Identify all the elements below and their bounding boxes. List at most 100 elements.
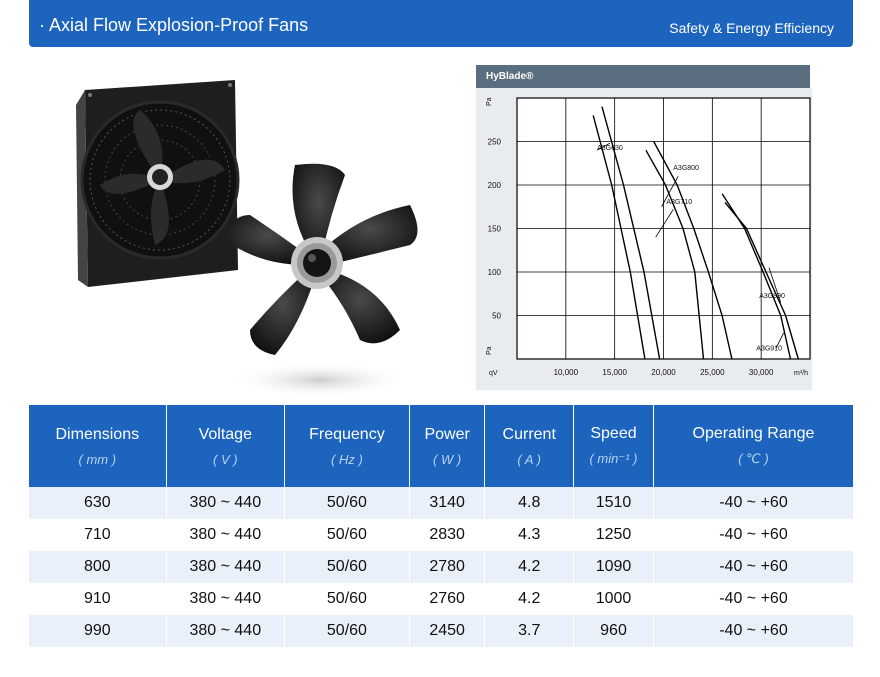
table-cell: 380 ~ 440 [165,615,285,647]
y-tick-label: 150 [488,225,502,234]
page-header: · Axial Flow Explosion-Proof Fans Safety… [29,0,853,47]
table-cell: -40 ~ +60 [652,583,853,615]
table-cell: -40 ~ +60 [652,519,853,551]
table-cell: 910 [29,583,167,615]
table-cell: -40 ~ +60 [652,487,853,519]
column-unit: ( min⁻¹ ) [589,451,638,466]
table-cell: 50/60 [283,551,410,583]
y-axis-label-top: Pa [486,97,493,106]
y-tick-label: 100 [488,268,502,277]
performance-chart: HyBlade® 10,000 15,000 20,000 25,000 30,000 5… [476,65,812,390]
series-line [592,115,646,360]
label-leader-line [655,209,674,238]
table-row: 910 380 ~ 440 50/60 2760 4.2 1000 -40 ~ +60 [29,583,853,615]
series-label: A3G990 [759,293,785,300]
label-leader-line [661,176,679,207]
column-header: Frequency ( Hz ) [283,405,410,487]
table-row: 800 380 ~ 440 50/60 2780 4.2 1090 -40 ~ +60 [29,551,853,583]
table-cell: -40 ~ +60 [652,615,853,647]
column-unit: ( Hz ) [331,451,363,467]
column-label: Speed [590,425,637,442]
table-cell: -40 ~ +60 [652,551,853,583]
series-line [601,106,661,360]
y-tick-label: 250 [488,138,502,147]
table-cell: 1250 [573,519,654,551]
column-unit: ( V ) [213,451,238,467]
column-label: Power [424,425,470,443]
chart-title: HyBlade® [486,71,534,82]
table-cell: 960 [573,615,654,647]
x-tick-label: 30,000 [749,368,774,377]
chart-plot: 10,000 15,000 20,000 25,000 30,000 50 100 150 20… [476,88,812,390]
x-tick-label: 20,000 [651,368,676,377]
series-label: A3G910 [756,345,782,352]
table-cell: 50/60 [283,519,410,551]
fan-impeller [225,163,418,355]
page-subtitle: Safety & Energy Efficiency [669,20,834,36]
series-line [645,149,705,360]
table-cell: 1000 [573,583,654,615]
y-axis-label: Pa [486,346,493,355]
table-cell: 2450 [408,615,485,647]
series-line [653,141,733,360]
column-header: Current ( A ) [484,405,574,487]
y-tick-label: 200 [488,181,502,190]
column-unit: ( W ) [433,451,462,467]
column-header: Operating Range ( ℃ ) [652,405,853,487]
label-leader-line [596,142,610,151]
table-cell: 50/60 [283,487,410,519]
table-cell: 1510 [573,487,654,519]
label-leader-line [775,332,784,349]
table-cell: 4.3 [484,519,574,551]
table-cell: 4.2 [484,551,574,583]
x-tick-label: 25,000 [700,368,725,377]
column-unit: ( mm ) [78,451,117,467]
table-cell: 630 [29,487,167,519]
table-cell: 4.2 [484,583,574,615]
table-cell: 990 [29,615,167,647]
table-body: 630 380 ~ 440 50/60 3140 4.8 1510 -40 ~ +60 710… [29,487,853,647]
table-cell: 50/60 [283,615,410,647]
column-header: Speed ( min⁻¹ ) [573,405,654,487]
series-label: A3G800 [673,165,699,172]
table-cell: 380 ~ 440 [165,487,285,519]
x-axis-prefix: qV [489,370,498,377]
table-cell: 2760 [408,583,485,615]
table-cell: 380 ~ 440 [165,583,285,615]
table-cell: 380 ~ 440 [165,551,285,583]
table-cell: 2780 [408,551,485,583]
table-cell: 3.7 [484,615,574,647]
column-label: Dimensions [55,425,140,443]
x-tick-label: 10,000 [554,368,579,377]
column-header: Power ( W ) [408,405,485,487]
fan-product-image [76,80,418,395]
column-unit: ( A ) [517,451,542,467]
table-cell: 2830 [408,519,485,551]
x-axis-label: m³/h [794,370,808,377]
specifications-table: Dimensions ( mm ) Voltage ( V ) Frequency ( H… [29,405,853,647]
chart-title-bar: HyBlade® [476,65,810,88]
column-label: Operating Range [692,425,815,442]
y-tick-label: 50 [492,312,501,321]
column-header: Voltage ( V ) [165,405,285,487]
column-label: Voltage [198,425,252,443]
fan-housing [76,80,240,287]
table-cell: 710 [29,519,167,551]
table-cell: 1090 [573,551,654,583]
x-tick-label: 15,000 [602,368,627,377]
column-header: Dimensions ( mm ) [29,405,167,487]
label-leader-line [768,267,782,303]
table-header-row: Dimensions ( mm ) Voltage ( V ) Frequency ( H… [29,405,853,487]
series-line [721,193,792,360]
page-title: · Axial Flow Explosion-Proof Fans [39,15,309,35]
series-label: A3G710 [666,199,692,206]
table-cell: 3140 [408,487,485,519]
column-unit: ( ℃ ) [738,451,769,466]
table-cell: 380 ~ 440 [165,519,285,551]
table-row: 990 380 ~ 440 50/60 2450 3.7 960 -40 ~ +60 [29,615,853,647]
table-row: 710 380 ~ 440 50/60 2830 4.3 1250 -40 ~ +60 [29,519,853,551]
table-cell: 50/60 [283,583,410,615]
table-row: 630 380 ~ 440 50/60 3140 4.8 1510 -40 ~ +60 [29,487,853,519]
table-cell: 800 [29,551,167,583]
table-cell: 4.8 [484,487,574,519]
